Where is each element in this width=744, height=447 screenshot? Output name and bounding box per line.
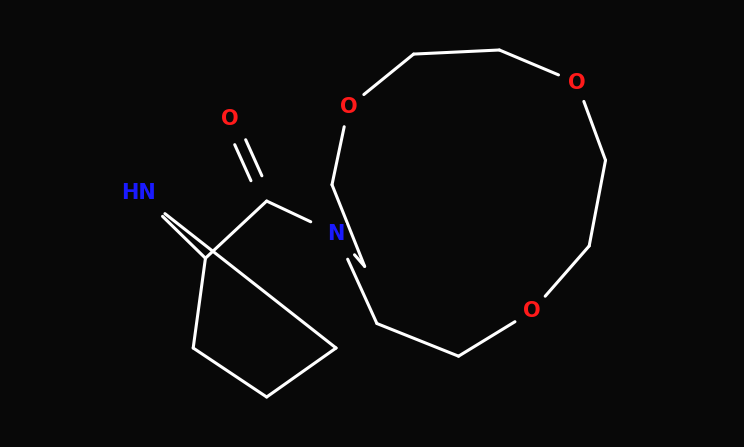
Text: O: O [523, 301, 541, 321]
Text: O: O [221, 110, 239, 129]
Text: O: O [568, 73, 586, 93]
Text: N: N [327, 224, 344, 244]
Text: O: O [339, 97, 357, 117]
Text: HN: HN [121, 183, 155, 203]
